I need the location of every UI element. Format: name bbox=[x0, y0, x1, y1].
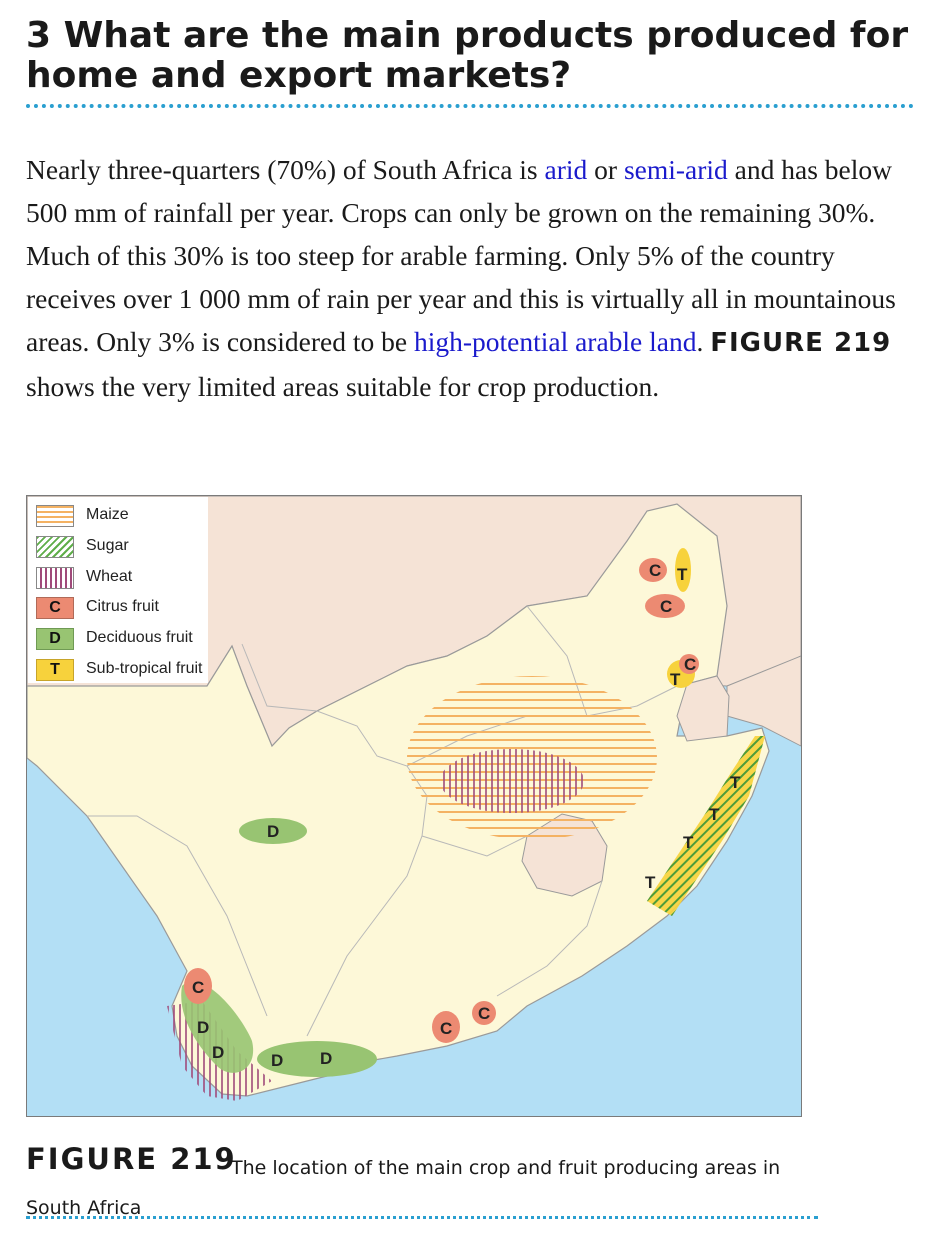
legend-label: Sub-tropical fruit bbox=[86, 660, 203, 677]
map-markers: C T C T C T T T T D C D D D D C C bbox=[192, 561, 741, 1070]
marker-deciduous: D bbox=[271, 1051, 283, 1070]
legend-label: Maize bbox=[86, 506, 129, 523]
deciduous-swatch: D bbox=[36, 628, 74, 650]
province-border bbox=[421, 835, 528, 857]
maize-swatch bbox=[36, 505, 74, 527]
sugar-area bbox=[647, 736, 765, 916]
marker-subtropical: T bbox=[670, 670, 681, 689]
crop-map-figure: C T C T C T T T T D C D D D D C C Maize … bbox=[26, 495, 802, 1117]
crop-map-svg: C T C T C T T T T D C D D D D C C bbox=[27, 496, 801, 1116]
legend-label: Wheat bbox=[86, 568, 133, 585]
marker-subtropical: T bbox=[683, 833, 694, 852]
marker-citrus: C bbox=[660, 597, 672, 616]
citrus-blob bbox=[645, 594, 685, 618]
caption-divider bbox=[26, 1216, 818, 1219]
section-heading: 3 What are the main products produced fo… bbox=[26, 16, 926, 96]
marker-deciduous: D bbox=[320, 1049, 332, 1068]
wheat-swatch bbox=[36, 567, 74, 589]
sugar-swatch bbox=[36, 536, 74, 558]
citrus-swatch: C bbox=[36, 597, 74, 619]
citrus-blob bbox=[472, 1001, 496, 1025]
intro-text-3: and has below 500 mm of rainfall per yea… bbox=[26, 154, 896, 357]
eswatini bbox=[676, 675, 730, 742]
legend-label: Citrus fruit bbox=[86, 598, 159, 615]
marker-deciduous: D bbox=[212, 1043, 224, 1062]
marker-subtropical: T bbox=[709, 805, 720, 824]
wheat-area-inland bbox=[440, 749, 584, 813]
province-border bbox=[496, 880, 603, 997]
subtropical-swatch: T bbox=[36, 659, 74, 681]
marker-subtropical: T bbox=[645, 873, 656, 892]
marker-citrus: C bbox=[192, 978, 204, 997]
subtropical-blob bbox=[675, 548, 691, 592]
intro-text-5: shows the very limited areas suitable fo… bbox=[26, 371, 660, 402]
intro-paragraph: Nearly three-quarters (70%) of South Afr… bbox=[26, 148, 916, 408]
province-border bbox=[87, 815, 268, 1017]
map-legend: Maize Sugar Wheat C Citrus fruit D Decid… bbox=[28, 497, 208, 683]
deciduous-area-cape bbox=[181, 981, 254, 1073]
heading-divider bbox=[26, 104, 914, 108]
legend-label: Deciduous fruit bbox=[86, 629, 193, 646]
citrus-blob bbox=[679, 654, 699, 674]
legend-label: Sugar bbox=[86, 537, 129, 554]
citrus-blob bbox=[184, 968, 212, 1004]
figure-caption-number: FIGURE 219 bbox=[26, 1142, 237, 1176]
intro-text-1: Nearly three-quarters (70%) of South Afr… bbox=[26, 154, 545, 185]
deciduous-area-south bbox=[257, 1041, 377, 1077]
intro-text-4: . bbox=[696, 326, 711, 357]
link-semi-arid[interactable]: semi-arid bbox=[623, 154, 728, 185]
figure-reference: FIGURE 219 bbox=[710, 328, 892, 358]
marker-citrus: C bbox=[478, 1004, 490, 1023]
marker-subtropical: T bbox=[677, 565, 688, 584]
intro-text-2: or bbox=[587, 154, 624, 185]
deciduous-area-karoo bbox=[239, 818, 307, 844]
marker-deciduous: D bbox=[197, 1018, 209, 1037]
marker-citrus: C bbox=[684, 655, 696, 674]
marker-deciduous: D bbox=[267, 822, 279, 841]
marker-subtropical: T bbox=[730, 773, 741, 792]
section-heading-line1: 3 What are the main products produced fo… bbox=[26, 15, 909, 56]
section-heading-line2: home and export markets? bbox=[26, 55, 572, 96]
link-arid[interactable]: arid bbox=[544, 154, 588, 185]
figure-caption-text: The location of the main crop and fruit … bbox=[26, 1157, 781, 1219]
marker-citrus: C bbox=[440, 1019, 452, 1038]
link-high-potential-arable-land[interactable]: high-potential arable land bbox=[413, 326, 697, 357]
marker-citrus: C bbox=[649, 561, 661, 580]
citrus-blob bbox=[639, 558, 667, 582]
citrus-blob bbox=[432, 1011, 460, 1043]
